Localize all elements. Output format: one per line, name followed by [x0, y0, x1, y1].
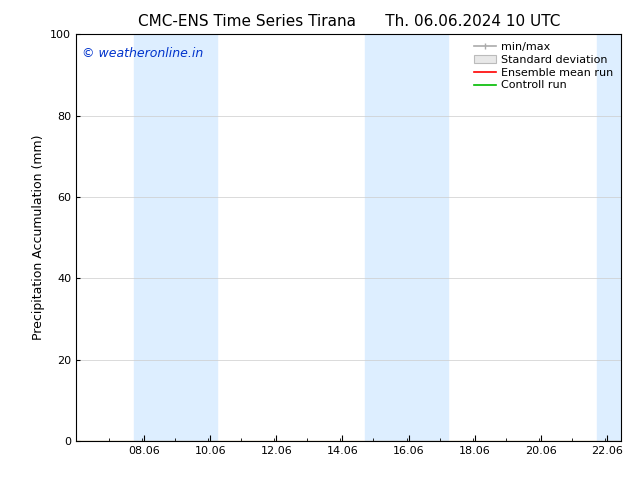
Legend: min/max, Standard deviation, Ensemble mean run, Controll run: min/max, Standard deviation, Ensemble me…	[469, 38, 618, 95]
Y-axis label: Precipitation Accumulation (mm): Precipitation Accumulation (mm)	[32, 135, 44, 341]
Bar	[365, 34, 448, 441]
Bar	[134, 34, 217, 441]
Title: CMC-ENS Time Series Tirana      Th. 06.06.2024 10 UTC: CMC-ENS Time Series Tirana Th. 06.06.202…	[138, 14, 560, 29]
Bar	[597, 34, 621, 441]
Text: © weatheronline.in: © weatheronline.in	[82, 47, 203, 59]
